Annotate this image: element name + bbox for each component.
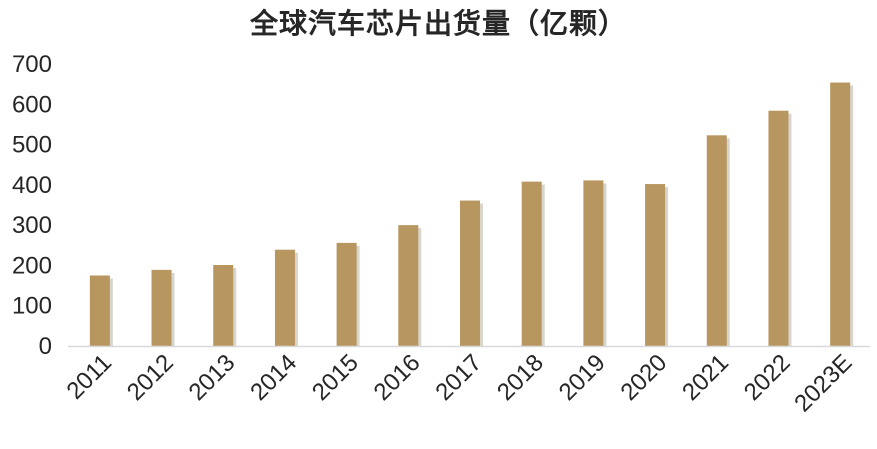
x-tick-label: 2019 — [554, 349, 611, 406]
x-tick-label: 2014 — [245, 349, 302, 406]
x-tick-label: 2023E — [789, 349, 857, 417]
x-tick-label: 2015 — [307, 349, 364, 406]
y-tick-label: 200 — [12, 252, 52, 279]
bar — [398, 225, 419, 346]
x-tick-label: 2013 — [184, 349, 241, 406]
bar — [830, 82, 851, 346]
bar — [89, 275, 110, 346]
y-tick-label: 300 — [12, 212, 52, 239]
x-tick-label: 2011 — [62, 349, 118, 405]
y-tick-label: 400 — [12, 172, 52, 199]
y-tick-label: 600 — [12, 91, 52, 118]
y-tick-label: 500 — [12, 132, 52, 159]
bar — [521, 181, 542, 346]
y-tick-label: 0 — [39, 333, 52, 360]
x-tick-label: 2018 — [492, 349, 549, 406]
x-tick-label: 2022 — [739, 349, 796, 406]
x-tick-label: 2020 — [615, 349, 672, 406]
chart-title: 全球汽车芯片出货量（亿颗） — [249, 7, 627, 40]
bar — [706, 135, 727, 346]
bar — [336, 242, 357, 346]
bar — [213, 265, 234, 346]
y-tick-label: 700 — [12, 51, 52, 78]
bar — [768, 110, 789, 346]
x-tick-label: 2016 — [369, 349, 426, 406]
bar — [151, 269, 172, 346]
y-tick-label: 100 — [12, 293, 52, 320]
x-tick-label: 2021 — [677, 349, 734, 406]
bar — [460, 200, 480, 346]
x-tick-label: 2012 — [122, 349, 179, 406]
bar — [645, 184, 666, 346]
bar — [274, 249, 295, 346]
bar — [583, 180, 604, 346]
x-tick-label: 2017 — [430, 349, 487, 406]
